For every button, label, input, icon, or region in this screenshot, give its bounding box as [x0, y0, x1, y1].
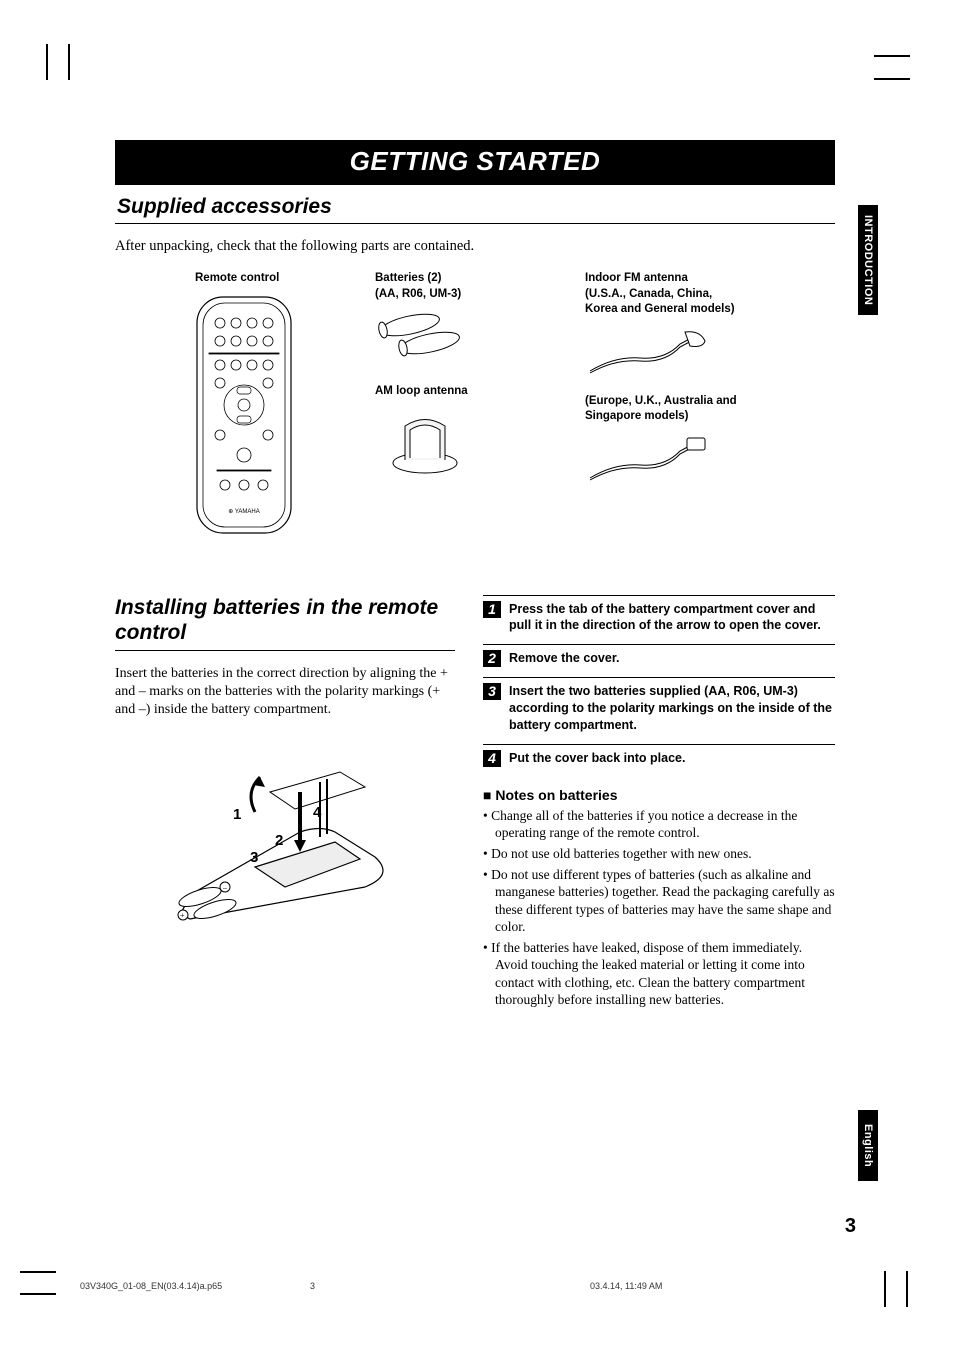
supplied-intro-text: After unpacking, check that the followin… [115, 238, 835, 255]
note-item: If the batteries have leaked, dispose of… [483, 939, 835, 1009]
svg-text:3: 3 [250, 849, 258, 866]
remote-label: Remote control [195, 271, 375, 287]
crop-mark [46, 44, 48, 80]
step-2: 2 Remove the cover. [483, 644, 835, 677]
notes-list: Change all of the batteries if you notic… [483, 807, 835, 1009]
step-text: Remove the cover. [509, 650, 835, 667]
svg-text:+: + [180, 911, 185, 920]
crop-mark [20, 1271, 56, 1273]
crop-mark [906, 1271, 908, 1307]
step-number-icon: 3 [483, 683, 501, 700]
batteries-diagram [375, 310, 475, 360]
note-item: Change all of the batteries if you notic… [483, 807, 835, 842]
accessory-fm-antenna: Indoor FM antenna (U.S.A., Canada, China… [585, 271, 835, 535]
step-text: Insert the two batteries supplied (AA, R… [509, 683, 835, 734]
batteries-label: Batteries (2) (AA, R06, UM-3) [375, 271, 585, 302]
step-text: Put the cover back into place. [509, 750, 835, 767]
side-tab-english: English [858, 1110, 878, 1181]
footer: 03V340G_01-08_EN(03.4.14)a.p65 3 03.4.14… [80, 1281, 874, 1291]
note-item: Do not use old batteries together with n… [483, 845, 835, 863]
step-3: 3 Insert the two batteries supplied (AA,… [483, 677, 835, 744]
svg-text:2: 2 [275, 832, 283, 849]
remote-control-diagram: ⊕ YAMAHA [195, 295, 293, 535]
footer-filename: 03V340G_01-08_EN(03.4.14)a.p65 [80, 1281, 310, 1291]
accessory-remote: Remote control [115, 271, 375, 535]
crop-mark [874, 78, 910, 80]
page-content: GETTING STARTED Supplied accessories Aft… [115, 140, 835, 1012]
am-loop-diagram [375, 408, 475, 478]
fm-antenna-diagram-2 [585, 433, 715, 483]
footer-timestamp: 03.4.14, 11:49 AM [590, 1281, 874, 1291]
crop-mark [20, 1293, 56, 1295]
svg-text:4: 4 [313, 804, 322, 821]
section-supplied-accessories-title: Supplied accessories [115, 185, 835, 224]
installing-batteries-section: Installing batteries in the remote contr… [115, 595, 835, 1012]
step-number-icon: 4 [483, 750, 501, 767]
side-tab-introduction: INTRODUCTION [858, 205, 878, 315]
accessories-row: Remote control [115, 271, 835, 535]
fm2-label: (Europe, U.K., Australia and Singapore m… [585, 394, 835, 425]
page-number: 3 [845, 1215, 856, 1238]
notes-on-batteries-heading: Notes on batteries [483, 787, 835, 803]
footer-page: 3 [310, 1281, 590, 1291]
step-text: Press the tab of the battery compartment… [509, 601, 835, 635]
fm-label: Indoor FM antenna (U.S.A., Canada, China… [585, 271, 835, 318]
chapter-title: GETTING STARTED [115, 140, 835, 185]
step-number-icon: 1 [483, 601, 501, 618]
accessory-batteries-amloop: Batteries (2) (AA, R06, UM-3) AM loop an… [375, 271, 585, 535]
crop-mark [874, 55, 910, 57]
battery-install-diagram: 1 2 3 4 + – [135, 737, 425, 927]
step-4: 4 Put the cover back into place. [483, 744, 835, 777]
fm-antenna-diagram-1 [585, 326, 715, 376]
installing-body-text: Insert the batteries in the correct dire… [115, 665, 455, 720]
note-item: Do not use different types of batteries … [483, 866, 835, 936]
step-number-icon: 2 [483, 650, 501, 667]
svg-text:1: 1 [233, 806, 241, 823]
section-installing-batteries-title: Installing batteries in the remote contr… [115, 595, 455, 651]
step-1: 1 Press the tab of the battery compartme… [483, 595, 835, 645]
crop-mark [884, 1271, 886, 1307]
svg-text:⊕ YAMAHA: ⊕ YAMAHA [228, 509, 259, 515]
am-loop-label: AM loop antenna [375, 384, 585, 400]
crop-mark [68, 44, 70, 80]
